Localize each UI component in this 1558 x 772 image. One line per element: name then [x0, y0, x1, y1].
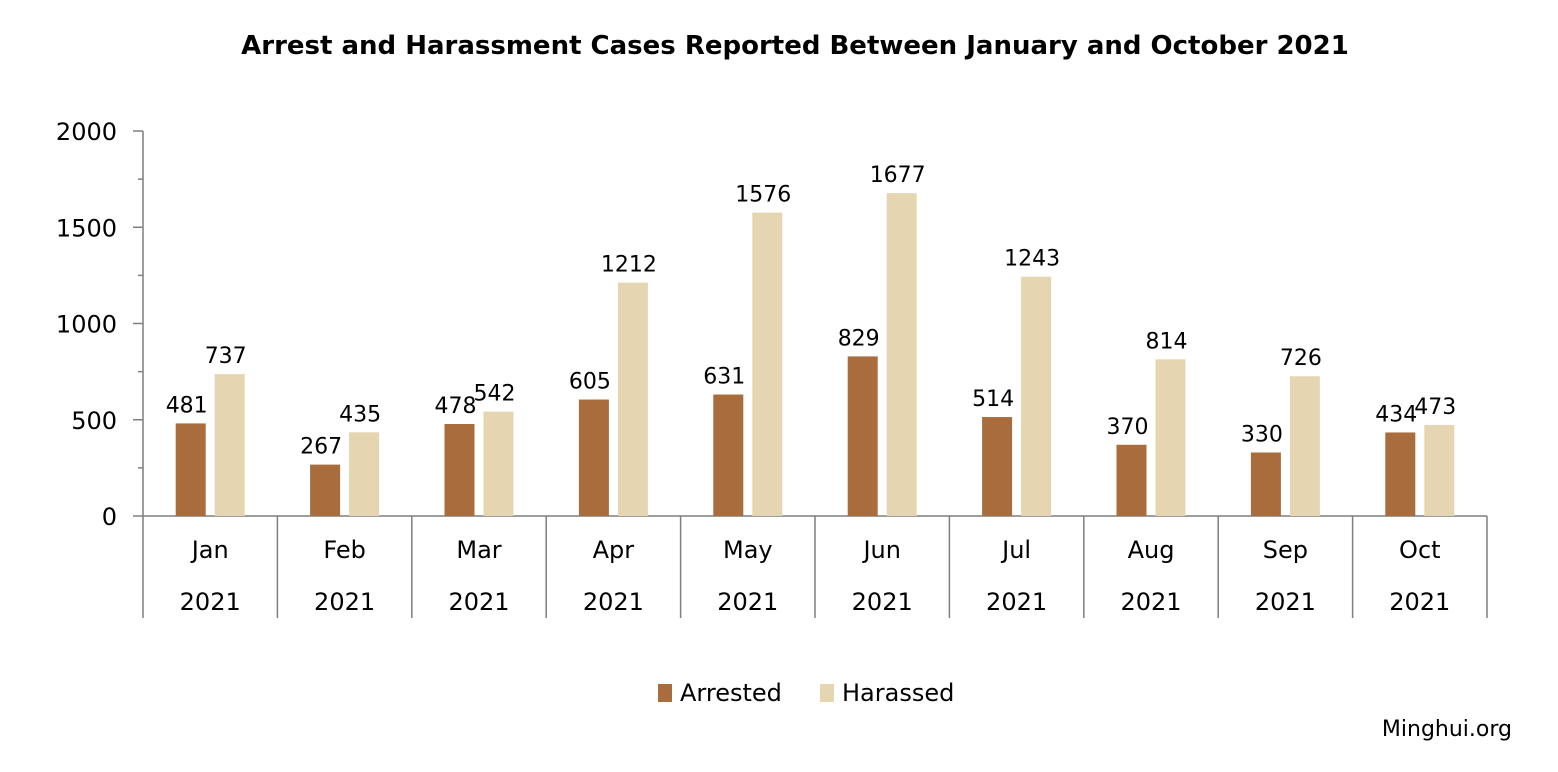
legend-label-harassed: Harassed	[842, 679, 954, 707]
data-label-harassed-jun: 1677	[870, 163, 926, 188]
category-year-label: 2021	[180, 588, 241, 616]
category-label-feb: Feb	[323, 536, 366, 564]
data-label-arrested-jun: 829	[838, 326, 880, 351]
category-label-apr: Apr	[593, 536, 635, 564]
category-label-sep: Sep	[1263, 536, 1308, 564]
data-label-arrested-aug: 370	[1107, 415, 1149, 440]
category-label-aug: Aug	[1128, 536, 1175, 564]
legend-label-arrested: Arrested	[680, 679, 782, 707]
bar-arrested-sep	[1250, 452, 1281, 516]
bar-arrested-jul	[982, 417, 1013, 516]
data-label-harassed-mar: 542	[474, 382, 516, 407]
bar-harassed-jul	[1021, 276, 1052, 516]
category-label-may: May	[723, 536, 773, 564]
bar-arrested-feb	[310, 464, 341, 516]
bar-harassed-aug	[1155, 359, 1186, 516]
bar-harassed-mar	[483, 411, 514, 516]
category-label-jul: Jul	[1000, 536, 1031, 564]
category-year-label: 2021	[1120, 588, 1181, 616]
chart-title: Arrest and Harassment Cases Reported Bet…	[241, 31, 1349, 61]
bar-arrested-may	[713, 394, 744, 516]
category-labels: Jan 2021 Feb 2021 Mar 2021 Apr 2021 May 2021 Jun 20…	[180, 536, 1451, 616]
category-year-label: 2021	[314, 588, 375, 616]
data-label-harassed-jan: 737	[205, 344, 247, 369]
data-label-arrested-feb: 267	[300, 435, 342, 460]
category-year-label: 2021	[448, 588, 509, 616]
bar-harassed-jun	[886, 193, 917, 517]
source-credit: Minghui.org	[1382, 717, 1512, 742]
data-label-arrested-jan: 481	[166, 393, 208, 418]
category-year-label: 2021	[583, 588, 644, 616]
data-label-harassed-jul: 1243	[1004, 247, 1060, 272]
y-tick-label: 2000	[56, 118, 117, 146]
category-label-jan: Jan	[190, 536, 229, 564]
data-label-harassed-feb: 435	[339, 402, 381, 427]
data-label-harassed-oct: 473	[1414, 395, 1456, 420]
y-tick-label: 1500	[56, 214, 117, 242]
bar-harassed-apr	[617, 282, 648, 516]
bar-arrested-jun	[847, 356, 878, 516]
data-label-arrested-apr: 605	[569, 370, 611, 395]
bar-harassed-jan	[214, 374, 245, 516]
bars	[175, 193, 1455, 517]
data-label-arrested-mar: 478	[435, 394, 477, 419]
bar-arrested-mar	[444, 423, 475, 516]
bar-harassed-feb	[349, 432, 380, 516]
y-tick-label: 1000	[56, 311, 117, 339]
data-label-harassed-sep: 726	[1280, 346, 1322, 371]
y-tick-label: 0	[102, 503, 117, 531]
category-year-label: 2021	[1389, 588, 1450, 616]
bar-harassed-oct	[1424, 424, 1455, 516]
data-label-harassed-may: 1576	[735, 183, 791, 208]
category-label-jun: Jun	[861, 536, 901, 564]
y-tick-label: 500	[71, 407, 117, 435]
data-label-arrested-oct: 434	[1375, 402, 1417, 427]
category-year-label: 2021	[852, 588, 913, 616]
bar-arrested-apr	[578, 399, 609, 516]
bar-harassed-sep	[1289, 376, 1320, 516]
bar-harassed-may	[752, 212, 783, 516]
category-year-label: 2021	[717, 588, 778, 616]
category-year-label: 2021	[1255, 588, 1316, 616]
legend-swatch-harassed	[820, 684, 834, 702]
bar-arrested-aug	[1116, 444, 1147, 516]
data-label-harassed-apr: 1212	[601, 253, 657, 278]
legend-swatch-arrested	[658, 684, 672, 702]
data-label-harassed-aug: 814	[1146, 329, 1188, 354]
bar-arrested-jan	[175, 423, 206, 516]
data-label-arrested-sep: 330	[1241, 422, 1283, 447]
bar-arrested-oct	[1385, 432, 1416, 516]
legend: Arrested Harassed	[658, 679, 954, 707]
category-year-label: 2021	[986, 588, 1047, 616]
category-label-mar: Mar	[456, 536, 501, 564]
data-label-arrested-may: 631	[703, 365, 745, 390]
category-label-oct: Oct	[1399, 536, 1441, 564]
data-label-arrested-jul: 514	[972, 387, 1014, 412]
